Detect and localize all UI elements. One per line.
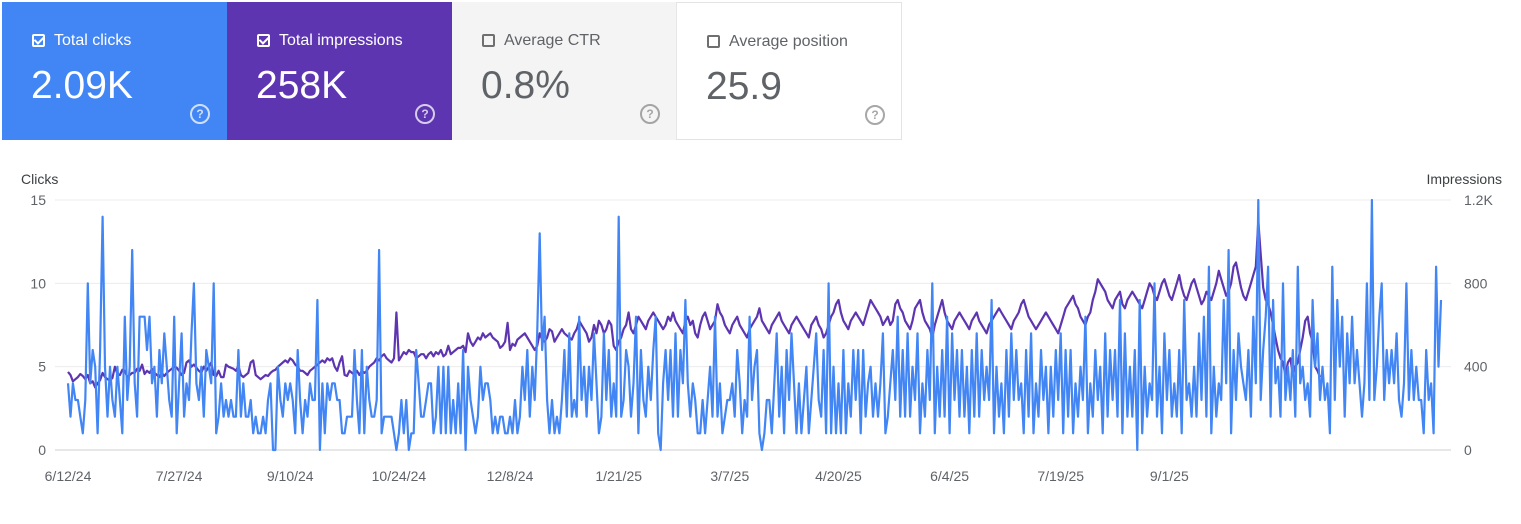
x-tick-label: 12/8/24 (487, 468, 534, 484)
x-tick-label: 4/20/25 (815, 468, 862, 484)
performance-chart: Clicks Impressions 0 0 5 400 10 800 15 1.2K 6/12… (0, 150, 1521, 519)
y-tick-label: 5 (38, 359, 46, 375)
y2-tick-label: 800 (1464, 275, 1488, 291)
x-tick-label: 10/24/24 (372, 468, 427, 484)
help-icon[interactable]: ? (190, 104, 210, 124)
total-impressions-label: Total impressions (279, 32, 403, 49)
y2-tick-label: 0 (1464, 442, 1472, 458)
average-position-label: Average position (729, 33, 848, 50)
y2-tick-label: 1.2K (1464, 192, 1493, 208)
help-icon[interactable]: ? (865, 105, 885, 125)
right-axis-title: Impressions (1426, 171, 1502, 187)
help-icon[interactable]: ? (640, 104, 660, 124)
average-ctr-value: 0.8% (481, 64, 570, 107)
x-tick-label: 6/12/24 (45, 468, 92, 484)
total-impressions-card[interactable]: Total impressions 258K ? (227, 2, 452, 140)
impressions-series-line (67, 219, 1322, 389)
x-tick-label: 9/1/25 (1150, 468, 1189, 484)
x-tick-label: 7/27/24 (156, 468, 203, 484)
average-position-checkbox[interactable] (707, 35, 720, 48)
y-tick-label: 0 (38, 442, 46, 458)
total-clicks-label: Total clicks (54, 32, 132, 49)
x-tick-label: 1/21/25 (595, 468, 642, 484)
x-tick-label: 7/19/25 (1037, 468, 1084, 484)
total-impressions-checkbox[interactable] (257, 34, 270, 47)
y2-tick-label: 400 (1464, 359, 1488, 375)
average-position-card[interactable]: Average position 25.9 ? (677, 2, 902, 140)
average-position-value: 25.9 (706, 65, 782, 108)
total-clicks-checkbox[interactable] (32, 34, 45, 47)
average-ctr-card[interactable]: Average CTR 0.8% ? (452, 2, 677, 140)
metric-cards: Total clicks 2.09K ? Total impressions 2… (2, 2, 902, 140)
x-tick-label: 9/10/24 (267, 468, 314, 484)
x-tick-label: 3/7/25 (710, 468, 749, 484)
y-tick-label: 15 (30, 192, 46, 208)
y-tick-label: 10 (30, 275, 46, 291)
average-ctr-label: Average CTR (504, 32, 601, 49)
total-clicks-card[interactable]: Total clicks 2.09K ? (2, 2, 227, 140)
total-clicks-value: 2.09K (31, 64, 133, 107)
average-ctr-checkbox[interactable] (482, 34, 495, 47)
chart-svg: 0 0 5 400 10 800 15 1.2K 6/12/24 7/27/24 9/10/24 10… (30, 192, 1493, 484)
x-tick-label: 6/4/25 (930, 468, 969, 484)
help-icon[interactable]: ? (415, 104, 435, 124)
clicks-series-line (66, 198, 1443, 452)
left-axis-title: Clicks (21, 171, 59, 187)
total-impressions-value: 258K (256, 64, 348, 107)
